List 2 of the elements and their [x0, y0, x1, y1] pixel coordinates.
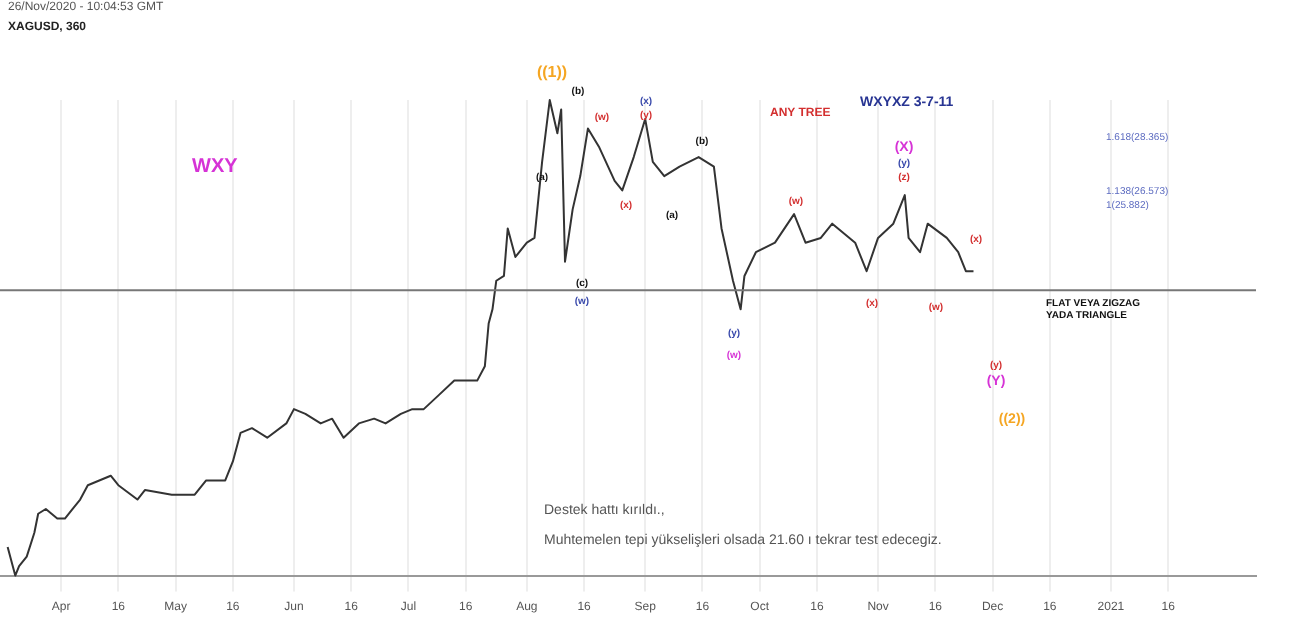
annotation: WXY: [192, 156, 238, 178]
text: ((1)): [536, 63, 568, 81]
